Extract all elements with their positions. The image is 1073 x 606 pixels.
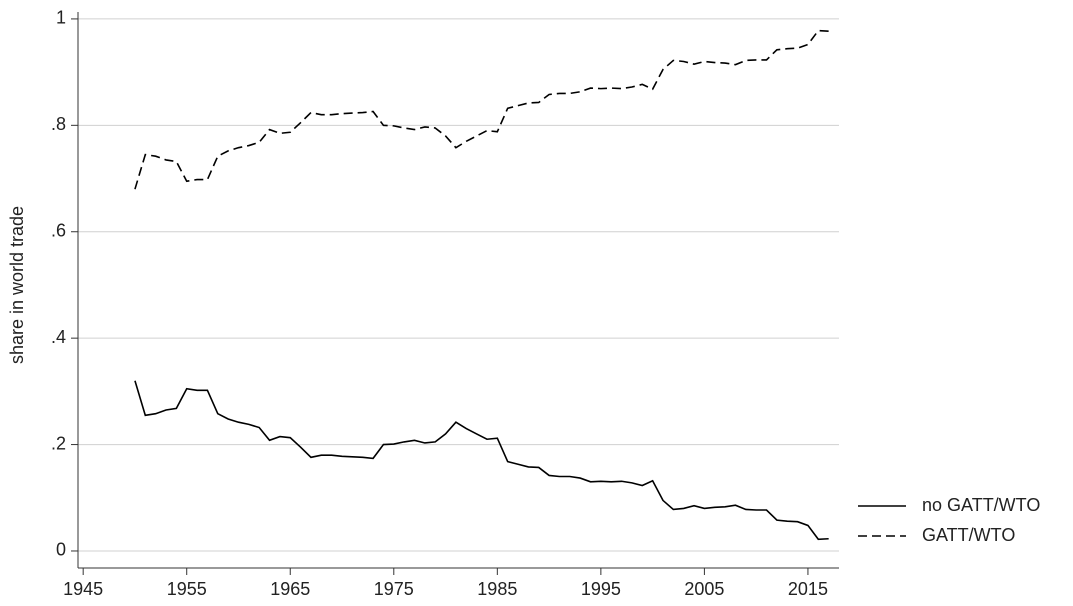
series-line [134,380,829,541]
x-tick-label: 1965 [270,579,310,599]
y-tick-label: 0 [56,540,66,560]
series-line [134,29,829,190]
legend-label: no GATT/WTO [922,495,1040,515]
y-tick-label: 1 [56,8,66,28]
x-tick-label: 1945 [63,579,103,599]
y-tick-label: .2 [51,433,66,453]
y-tick-label: .8 [51,114,66,134]
y-tick-label: .4 [51,327,66,347]
legend-label: GATT/WTO [922,525,1015,545]
x-tick-label: 1955 [167,579,207,599]
x-tick-label: 2005 [684,579,724,599]
x-tick-label: 2015 [788,579,828,599]
x-tick-label: 1995 [581,579,621,599]
y-tick-label: .6 [51,220,66,240]
x-tick-label: 1985 [477,579,517,599]
y-axis-label: share in world trade [7,206,27,364]
x-tick-label: 1975 [374,579,414,599]
